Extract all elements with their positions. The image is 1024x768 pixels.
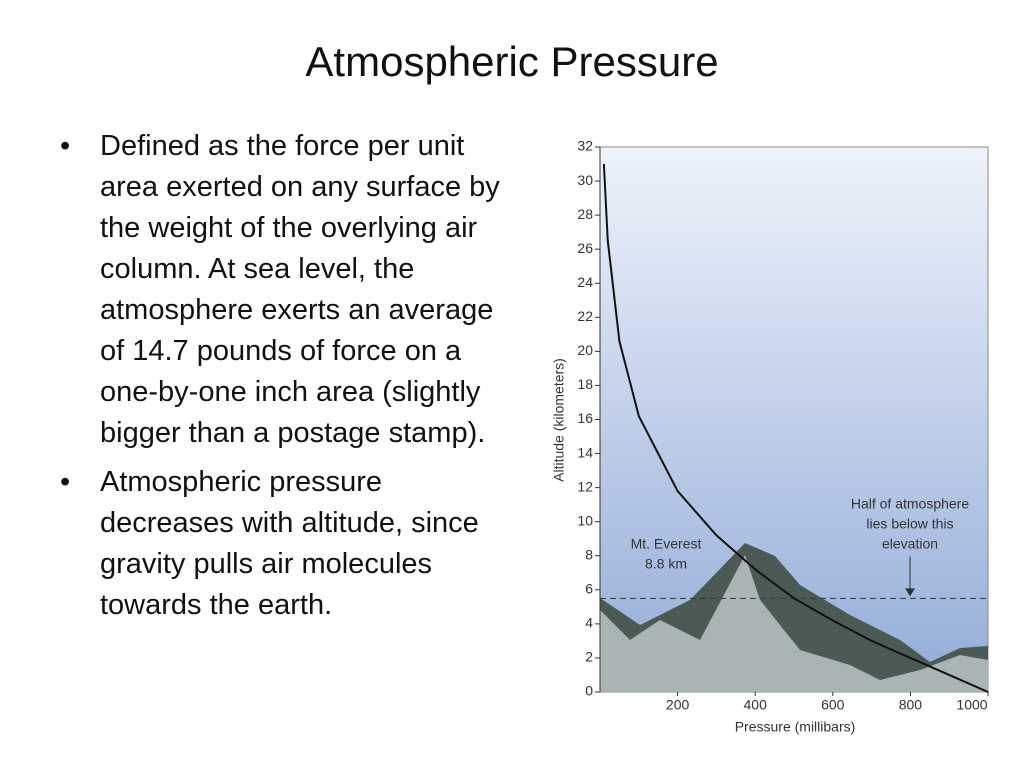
y-tick-label: 10 <box>577 512 593 528</box>
slide-title: Atmospheric Pressure <box>305 38 719 85</box>
x-axis-label: Pressure (millibars) <box>735 719 856 735</box>
y-tick-label: 26 <box>577 240 593 256</box>
x-tick-label: 400 <box>744 697 768 713</box>
y-tick-label: 24 <box>577 274 593 290</box>
arrow-head <box>905 588 915 597</box>
y-tick-label: 16 <box>577 410 593 426</box>
y-tick-label: 12 <box>577 478 593 494</box>
x-tick-label: 200 <box>666 697 690 713</box>
x-tick-label: 800 <box>899 697 923 713</box>
y-tick-label: 2 <box>585 649 593 665</box>
y-tick-label: 22 <box>577 308 593 324</box>
annotation: elevation <box>882 536 938 552</box>
x-tick-label: 1000 <box>956 697 987 713</box>
y-tick-label: 28 <box>577 206 593 222</box>
y-tick-label: 8 <box>585 546 593 562</box>
y-tick-label: 18 <box>577 376 593 392</box>
annotation: 8.8 km <box>645 556 687 572</box>
bullet-list: Defined as the force per unit area exert… <box>60 126 510 634</box>
x-tick-label: 600 <box>821 697 845 713</box>
y-tick-label: 6 <box>585 581 593 597</box>
y-tick-label: 20 <box>577 342 593 358</box>
bullet: Defined as the force per unit area exert… <box>60 126 510 454</box>
annotation: Mt. Everest <box>631 536 702 552</box>
snow <box>600 555 988 692</box>
bullet: Atmospheric pressure decreases with alti… <box>60 462 510 626</box>
y-tick-label: 30 <box>577 172 593 188</box>
annotation: Half of atmosphere <box>851 496 969 512</box>
annotation: lies below this <box>866 516 953 532</box>
curve <box>602 163 989 693</box>
y-tick-label: 14 <box>577 444 593 460</box>
y-axis-label: Altitude (kilometers) <box>551 358 567 482</box>
y-tick-label: 4 <box>585 615 593 631</box>
y-tick-label: 32 <box>577 138 593 154</box>
y-tick-label: 0 <box>585 683 593 699</box>
